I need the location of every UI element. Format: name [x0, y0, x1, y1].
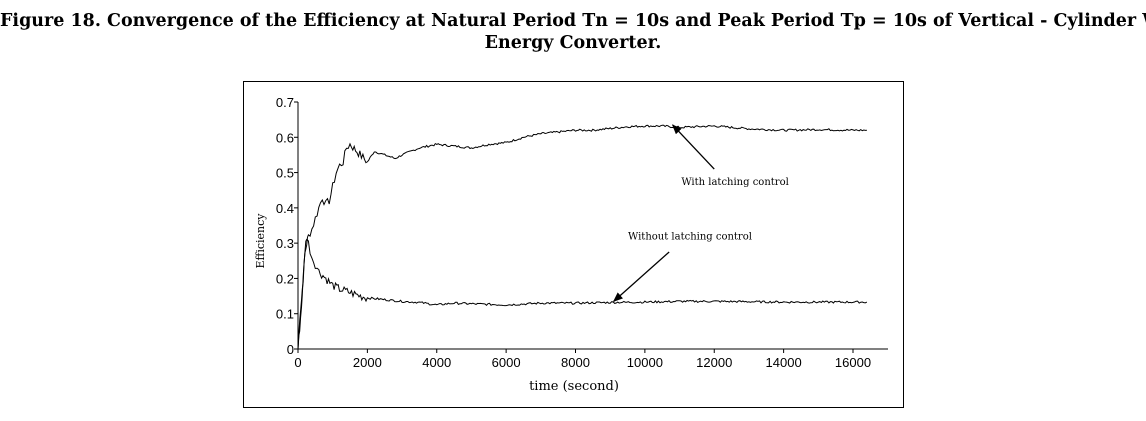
y-tick-label: 0 — [287, 342, 294, 357]
y-tick-label: 0.3 — [276, 236, 294, 251]
y-tick-label: 0.2 — [276, 271, 294, 286]
y-tick-label: 0.4 — [276, 201, 294, 216]
y-tick-label: 0.1 — [276, 307, 294, 322]
x-tick-label: 8000 — [561, 355, 590, 370]
y-tick-label: 0.7 — [276, 95, 294, 110]
annotation-arrow-1 — [612, 251, 670, 303]
caption-line-2: Energy Converter. — [484, 33, 662, 53]
x-tick-label: 10000 — [627, 355, 663, 370]
series-line-0 — [297, 124, 867, 350]
series-line-1 — [297, 238, 868, 350]
caption-line-1: Figure 18. Convergence of the Efficiency… — [0, 11, 1146, 31]
chart-frame — [243, 81, 904, 408]
x-tick-label: 6000 — [492, 355, 521, 370]
annotation-label-0: With latching control — [681, 177, 788, 188]
x-tick-label: 14000 — [766, 355, 802, 370]
annotation-label-1: Without latching control — [628, 232, 752, 243]
figure-caption: Figure 18. Convergence of the Efficiency… — [0, 10, 1146, 54]
series-lines — [297, 124, 868, 350]
annotations: With latching control Without latching co… — [612, 124, 789, 303]
x-tick-label: 12000 — [696, 355, 732, 370]
x-tick-label: 16000 — [835, 355, 871, 370]
x-tick-label: 2000 — [353, 355, 382, 370]
x-axis-label: time (second) — [529, 379, 619, 394]
axes: 0 2000 4000 6000 8000 10000 12000 14000 16000 0 0.… — [276, 95, 888, 370]
x-tick-label: 4000 — [422, 355, 451, 370]
x-tick-label: 0 — [294, 355, 301, 370]
annotation-arrow-0 — [671, 124, 715, 170]
y-tick-label: 0.6 — [276, 130, 294, 145]
y-tick-label: 0.5 — [276, 166, 294, 181]
y-axis-label: Efficiency — [254, 213, 267, 269]
